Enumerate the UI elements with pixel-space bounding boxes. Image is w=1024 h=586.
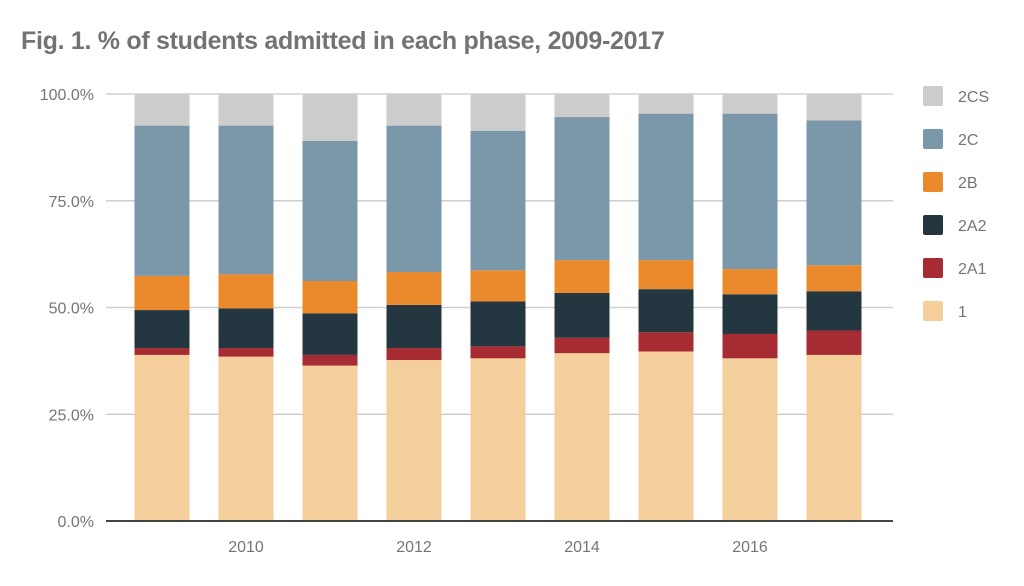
bar-segment-2CS	[638, 94, 694, 114]
bar-segment-2A2	[218, 308, 274, 349]
legend-swatch	[923, 258, 943, 278]
bar-2013	[470, 94, 526, 521]
bar-segment-2C	[638, 113, 694, 261]
y-tick-label: 75.0%	[49, 194, 94, 211]
bar-segment-2C	[218, 125, 274, 275]
bar-segment-2B	[554, 260, 610, 293]
legend-label: 2CS	[958, 89, 989, 106]
legend-label: 2A2	[958, 218, 987, 235]
x-tick-label: 2010	[228, 539, 264, 556]
x-tick-label: 2016	[732, 539, 768, 556]
bar-segment-1	[218, 356, 274, 521]
y-tick-label: 100.0%	[40, 87, 94, 104]
legend-item-1: 1	[923, 301, 967, 321]
bar-segment-2A1	[554, 337, 610, 354]
bar-segment-2CS	[554, 94, 610, 118]
bars	[134, 94, 862, 521]
bar-segment-2B	[722, 269, 778, 295]
bar-segment-2C	[302, 140, 358, 282]
bar-segment-2CS	[386, 94, 442, 126]
y-tick-label: 25.0%	[49, 407, 94, 424]
bar-segment-2CS	[302, 94, 358, 141]
bar-2017	[806, 94, 862, 521]
bar-segment-2A1	[134, 348, 190, 355]
bar-segment-1	[470, 358, 526, 521]
bar-2016	[722, 94, 778, 521]
legend-label: 1	[958, 304, 967, 321]
bar-segment-2C	[134, 125, 190, 276]
bar-segment-1	[638, 351, 694, 521]
legend-swatch	[923, 301, 943, 321]
legend-label: 2C	[958, 132, 978, 149]
y-tick-label: 0.0%	[58, 514, 94, 531]
bar-2009	[134, 94, 190, 521]
bar-segment-1	[722, 358, 778, 521]
bar-2012	[386, 94, 442, 521]
legend-swatch	[923, 215, 943, 235]
bar-segment-2A2	[554, 292, 610, 338]
bar-2010	[218, 94, 274, 521]
bar-segment-2C	[386, 125, 442, 273]
bar-2015	[638, 94, 694, 521]
legend-item-2C: 2C	[923, 129, 978, 149]
bar-2014	[554, 94, 610, 521]
bar-segment-1	[554, 353, 610, 521]
bar-segment-2B	[134, 275, 190, 311]
bar-segment-2B	[638, 260, 694, 290]
bar-segment-2B	[218, 274, 274, 309]
legend-item-2B: 2B	[923, 172, 978, 192]
x-tick-label: 2012	[396, 539, 432, 556]
legend-swatch	[923, 172, 943, 192]
bar-segment-2C	[722, 113, 778, 270]
bar-segment-2B	[302, 281, 358, 314]
bar-segment-2A1	[386, 348, 442, 361]
y-axis-tick-labels: 0.0% 25.0% 50.0% 75.0% 100.0%	[40, 87, 94, 531]
bar-segment-2A2	[302, 313, 358, 355]
y-tick-label: 50.0%	[49, 301, 94, 318]
bar-segment-2A2	[470, 301, 526, 347]
x-tick-label: 2014	[564, 539, 600, 556]
bar-segment-2A2	[638, 289, 694, 333]
bar-segment-1	[302, 365, 358, 521]
bar-segment-2A2	[806, 291, 862, 331]
bar-segment-2A1	[218, 348, 274, 357]
legend-label: 2B	[958, 175, 978, 192]
bar-segment-2CS	[722, 94, 778, 114]
bar-segment-2B	[470, 270, 526, 302]
bar-segment-2A2	[386, 304, 442, 349]
bar-segment-2A1	[470, 346, 526, 359]
bar-segment-1	[806, 354, 862, 521]
bar-segment-2C	[554, 117, 610, 261]
legend-label: 2A1	[958, 261, 987, 278]
bar-segment-1	[134, 354, 190, 521]
bar-segment-1	[386, 360, 442, 521]
bar-segment-2A1	[722, 333, 778, 359]
bar-segment-2CS	[218, 94, 274, 126]
bar-segment-2A1	[638, 332, 694, 352]
x-axis-tick-labels: 2010 2012 2014 2016	[228, 539, 768, 556]
bar-segment-2CS	[134, 94, 190, 126]
bar-segment-2C	[806, 120, 862, 266]
legend-item-2A2: 2A2	[923, 215, 987, 235]
legend: 2CS 2C 2B 2A2 2A1 1	[923, 86, 989, 321]
legend-swatch	[923, 129, 943, 149]
bar-segment-2A1	[302, 354, 358, 366]
bar-2011	[302, 94, 358, 521]
bar-segment-2C	[470, 130, 526, 271]
bar-segment-2A2	[134, 310, 190, 349]
legend-item-2CS: 2CS	[923, 86, 989, 106]
chart-title: Fig. 1. % of students admitted in each p…	[21, 27, 665, 55]
bar-segment-2A2	[722, 294, 778, 334]
bar-segment-2CS	[806, 94, 862, 121]
bar-segment-2B	[806, 265, 862, 292]
bar-segment-2A1	[806, 330, 862, 355]
legend-item-2A1: 2A1	[923, 258, 987, 278]
bar-segment-2CS	[470, 94, 526, 131]
bar-segment-2B	[386, 272, 442, 305]
legend-swatch	[923, 86, 943, 106]
